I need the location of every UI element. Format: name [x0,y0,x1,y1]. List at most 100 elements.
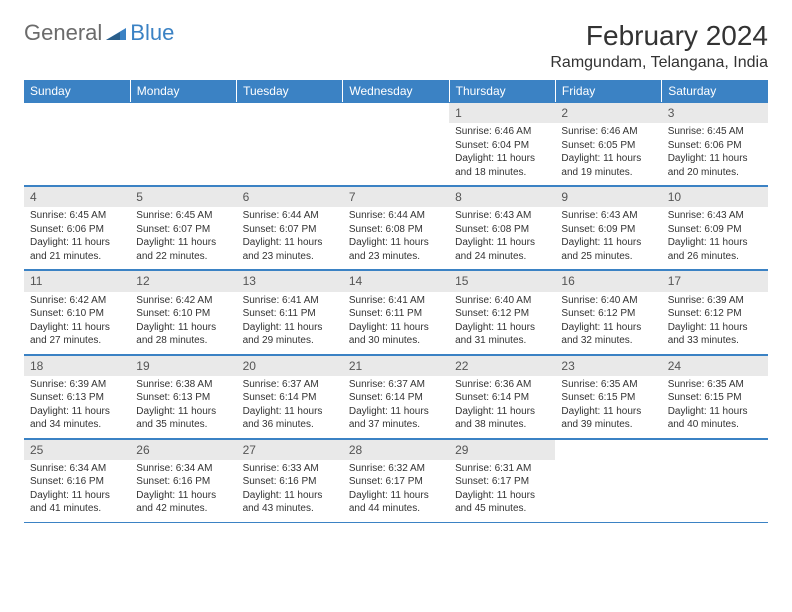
calendar-week-row: 4Sunrise: 6:45 AMSunset: 6:06 PMDaylight… [24,186,768,270]
calendar-day-cell: 18Sunrise: 6:39 AMSunset: 6:13 PMDayligh… [24,354,130,438]
calendar-day-cell: 25Sunrise: 6:34 AMSunset: 6:16 PMDayligh… [24,438,130,522]
weekday-header: Sunday [24,80,130,102]
brand-blue: Blue [130,20,174,46]
day-number [555,439,661,460]
weekday-header: Thursday [449,80,555,102]
day-details: Sunrise: 6:43 AMSunset: 6:08 PMDaylight:… [449,207,555,269]
calendar-day-cell: 27Sunrise: 6:33 AMSunset: 6:16 PMDayligh… [237,438,343,522]
day-number: 20 [237,355,343,376]
day-details: Sunrise: 6:39 AMSunset: 6:13 PMDaylight:… [24,376,130,438]
day-number: 2 [555,102,661,123]
day-details: Sunrise: 6:41 AMSunset: 6:11 PMDaylight:… [343,292,449,354]
calendar-day-cell [555,438,661,522]
day-details: Sunrise: 6:43 AMSunset: 6:09 PMDaylight:… [555,207,661,269]
brand-logo: General Blue [24,20,174,46]
day-number: 1 [449,102,555,123]
day-number: 4 [24,186,130,207]
day-details: Sunrise: 6:45 AMSunset: 6:06 PMDaylight:… [24,207,130,269]
day-details: Sunrise: 6:46 AMSunset: 6:05 PMDaylight:… [555,123,661,185]
day-details: Sunrise: 6:34 AMSunset: 6:16 PMDaylight:… [130,460,236,522]
calendar-day-cell: 12Sunrise: 6:42 AMSunset: 6:10 PMDayligh… [130,270,236,354]
day-details: Sunrise: 6:39 AMSunset: 6:12 PMDaylight:… [662,292,768,354]
calendar-day-cell: 6Sunrise: 6:44 AMSunset: 6:07 PMDaylight… [237,186,343,270]
weekday-header: Tuesday [237,80,343,102]
day-number: 15 [449,270,555,291]
calendar-table: SundayMondayTuesdayWednesdayThursdayFrid… [24,80,768,523]
day-details: Sunrise: 6:38 AMSunset: 6:13 PMDaylight:… [130,376,236,438]
calendar-day-cell: 22Sunrise: 6:36 AMSunset: 6:14 PMDayligh… [449,354,555,438]
calendar-day-cell: 19Sunrise: 6:38 AMSunset: 6:13 PMDayligh… [130,354,236,438]
calendar-body: 1Sunrise: 6:46 AMSunset: 6:04 PMDaylight… [24,102,768,522]
day-details: Sunrise: 6:32 AMSunset: 6:17 PMDaylight:… [343,460,449,522]
header: General Blue February 2024 Ramgundam, Te… [24,20,768,72]
day-number: 14 [343,270,449,291]
calendar-week-row: 25Sunrise: 6:34 AMSunset: 6:16 PMDayligh… [24,438,768,522]
day-details: Sunrise: 6:45 AMSunset: 6:06 PMDaylight:… [662,123,768,185]
day-details: Sunrise: 6:33 AMSunset: 6:16 PMDaylight:… [237,460,343,522]
day-details: Sunrise: 6:40 AMSunset: 6:12 PMDaylight:… [449,292,555,354]
calendar-header-row: SundayMondayTuesdayWednesdayThursdayFrid… [24,80,768,102]
calendar-day-cell: 1Sunrise: 6:46 AMSunset: 6:04 PMDaylight… [449,102,555,186]
calendar-day-cell: 10Sunrise: 6:43 AMSunset: 6:09 PMDayligh… [662,186,768,270]
calendar-day-cell: 15Sunrise: 6:40 AMSunset: 6:12 PMDayligh… [449,270,555,354]
day-number: 24 [662,355,768,376]
day-details: Sunrise: 6:42 AMSunset: 6:10 PMDaylight:… [24,292,130,354]
weekday-header: Saturday [662,80,768,102]
day-number: 28 [343,439,449,460]
day-details: Sunrise: 6:37 AMSunset: 6:14 PMDaylight:… [343,376,449,438]
day-number: 5 [130,186,236,207]
calendar-week-row: 18Sunrise: 6:39 AMSunset: 6:13 PMDayligh… [24,354,768,438]
calendar-week-row: 11Sunrise: 6:42 AMSunset: 6:10 PMDayligh… [24,270,768,354]
day-number: 13 [237,270,343,291]
day-details: Sunrise: 6:31 AMSunset: 6:17 PMDaylight:… [449,460,555,522]
calendar-day-cell: 11Sunrise: 6:42 AMSunset: 6:10 PMDayligh… [24,270,130,354]
calendar-day-cell: 3Sunrise: 6:45 AMSunset: 6:06 PMDaylight… [662,102,768,186]
calendar-day-cell: 23Sunrise: 6:35 AMSunset: 6:15 PMDayligh… [555,354,661,438]
day-number: 11 [24,270,130,291]
calendar-day-cell: 16Sunrise: 6:40 AMSunset: 6:12 PMDayligh… [555,270,661,354]
day-details: Sunrise: 6:34 AMSunset: 6:16 PMDaylight:… [24,460,130,522]
day-details: Sunrise: 6:44 AMSunset: 6:07 PMDaylight:… [237,207,343,269]
day-number: 9 [555,186,661,207]
logo-triangle-icon [106,20,126,46]
weekday-header: Friday [555,80,661,102]
day-number [343,102,449,123]
day-number: 10 [662,186,768,207]
title-block: February 2024 Ramgundam, Telangana, Indi… [550,20,768,72]
day-number: 26 [130,439,236,460]
day-number [237,102,343,123]
day-number [24,102,130,123]
day-number: 18 [24,355,130,376]
day-number: 16 [555,270,661,291]
day-details: Sunrise: 6:35 AMSunset: 6:15 PMDaylight:… [662,376,768,438]
day-details: Sunrise: 6:45 AMSunset: 6:07 PMDaylight:… [130,207,236,269]
calendar-day-cell: 21Sunrise: 6:37 AMSunset: 6:14 PMDayligh… [343,354,449,438]
day-details: Sunrise: 6:43 AMSunset: 6:09 PMDaylight:… [662,207,768,269]
calendar-day-cell [237,102,343,186]
weekday-header: Monday [130,80,236,102]
calendar-day-cell: 2Sunrise: 6:46 AMSunset: 6:05 PMDaylight… [555,102,661,186]
calendar-week-row: 1Sunrise: 6:46 AMSunset: 6:04 PMDaylight… [24,102,768,186]
day-number: 23 [555,355,661,376]
day-details [662,460,768,516]
calendar-day-cell: 17Sunrise: 6:39 AMSunset: 6:12 PMDayligh… [662,270,768,354]
calendar-day-cell [662,438,768,522]
day-details: Sunrise: 6:46 AMSunset: 6:04 PMDaylight:… [449,123,555,185]
day-details: Sunrise: 6:44 AMSunset: 6:08 PMDaylight:… [343,207,449,269]
day-number [130,102,236,123]
calendar-day-cell: 9Sunrise: 6:43 AMSunset: 6:09 PMDaylight… [555,186,661,270]
calendar-day-cell [24,102,130,186]
day-details: Sunrise: 6:35 AMSunset: 6:15 PMDaylight:… [555,376,661,438]
calendar-day-cell: 20Sunrise: 6:37 AMSunset: 6:14 PMDayligh… [237,354,343,438]
day-number: 6 [237,186,343,207]
day-number: 8 [449,186,555,207]
calendar-day-cell: 24Sunrise: 6:35 AMSunset: 6:15 PMDayligh… [662,354,768,438]
calendar-day-cell: 8Sunrise: 6:43 AMSunset: 6:08 PMDaylight… [449,186,555,270]
calendar-day-cell: 28Sunrise: 6:32 AMSunset: 6:17 PMDayligh… [343,438,449,522]
calendar-day-cell: 14Sunrise: 6:41 AMSunset: 6:11 PMDayligh… [343,270,449,354]
brand-general: General [24,20,102,46]
day-details [343,123,449,179]
calendar-day-cell: 29Sunrise: 6:31 AMSunset: 6:17 PMDayligh… [449,438,555,522]
day-number: 12 [130,270,236,291]
calendar-day-cell [343,102,449,186]
